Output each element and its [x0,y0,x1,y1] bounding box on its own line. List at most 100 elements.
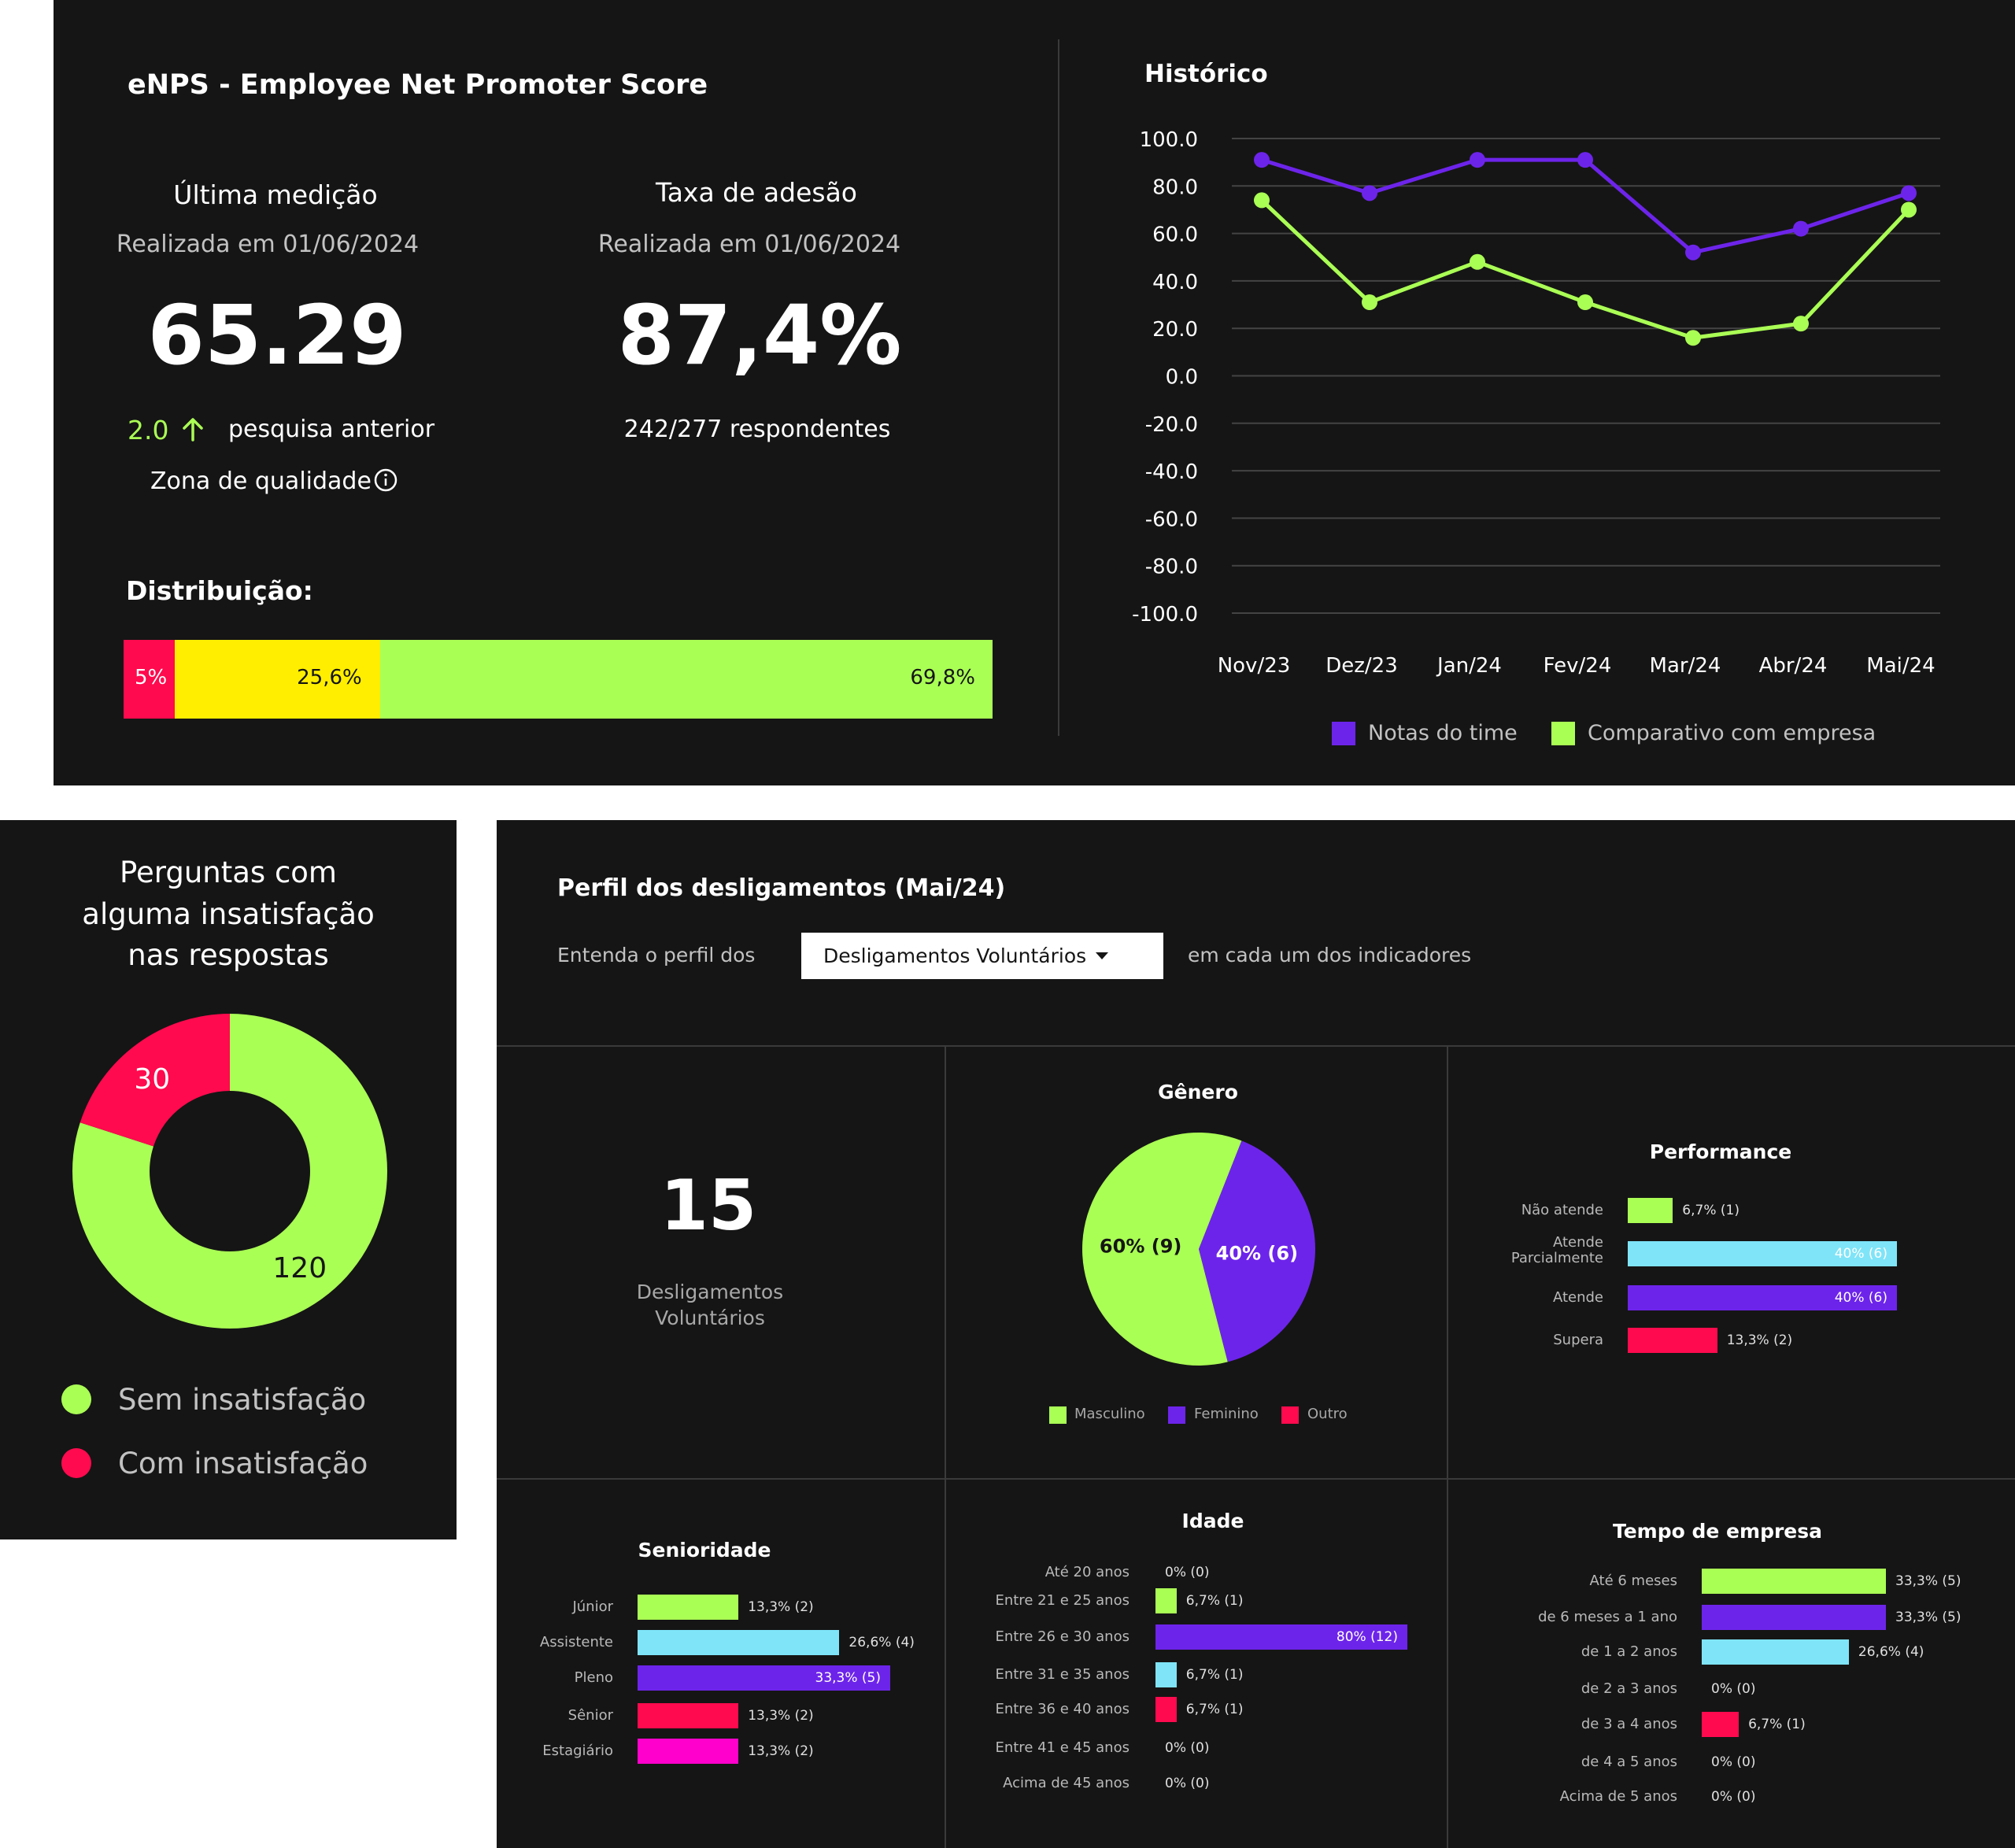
seniority-title: Senioridade [638,1539,771,1562]
bar-value-label: 26,6% (4) [849,1635,915,1650]
questions-title-line-3: nas respostas [128,938,329,972]
data-point[interactable] [1685,330,1701,346]
data-point[interactable] [1901,185,1917,201]
data-point[interactable] [1793,316,1809,332]
arrow-up-icon [179,415,206,443]
enps-score: 65.29 [147,287,407,383]
data-point[interactable] [1254,152,1270,168]
legend-label-other: Outro [1307,1406,1348,1422]
data-point[interactable] [1577,294,1593,311]
history-chart: 100.0 80.0 60.0 40.0 20.0 0.0 -20.0 -40.0 -60.0 -… [1132,128,1940,678]
bar-value-label: 6,7% (1) [1682,1203,1740,1218]
y-tick-label: 40.0 [1152,271,1198,294]
bar[interactable] [1155,1588,1177,1613]
x-tick-label: Dez/23 [1325,654,1398,678]
bar-value-label: 0% (0) [1711,1754,1756,1770]
bar[interactable] [638,1665,890,1691]
age-title: Idade [1181,1510,1244,1532]
grid-line-h1 [497,1045,2015,1047]
gender-title: Gênero [1158,1081,1238,1103]
tenure-title: Tempo de empresa [1612,1520,1823,1543]
bar[interactable] [1628,1198,1673,1223]
bar-category-label: Entre 21 e 25 anos [995,1592,1130,1609]
total-count: 15 [660,1165,757,1246]
bar[interactable] [1155,1662,1177,1687]
bar[interactable] [1702,1712,1740,1737]
y-tick-label: -40.0 [1145,460,1198,484]
series-line-company [1260,198,1910,340]
donut-slice[interactable] [79,1014,230,1147]
bar-category-label: Entre 31 e 35 anos [995,1666,1130,1683]
last-measurement-title: Última medição [173,179,378,210]
total-label-line-1: Desligamentos [636,1281,784,1303]
bar-category-label: Pleno [574,1669,613,1686]
adhesion-rate: 87,4% [617,287,902,383]
bar[interactable] [638,1595,739,1620]
bar-category-label: Não atende [1521,1202,1603,1218]
bar[interactable] [1702,1605,1886,1630]
bar-value-label: 0% (0) [1711,1681,1756,1697]
bar-value-label: 33,3% (5) [1895,1573,1961,1589]
bar-category-label: Até 20 anos [1044,1564,1130,1580]
bar-value-label: 0% (0) [1165,1565,1210,1580]
bar-category-label: de 1 a 2 anos [1581,1643,1677,1660]
data-point[interactable] [1362,185,1377,201]
series-line-team [1261,157,1910,255]
legend-label-with: Com insatisfação [118,1447,368,1480]
quality-zone: Zona de qualidade [150,468,372,495]
data-point[interactable] [1901,201,1917,218]
bar-value-label: 13,3% (2) [748,1599,814,1615]
bar[interactable] [1628,1241,1897,1266]
distribution-segment-passives: 25,6% [175,640,380,719]
donut-slice[interactable] [72,1014,387,1329]
x-tick-label: Mai/24 [1866,654,1935,678]
data-point[interactable] [1470,253,1485,270]
filter-dropdown[interactable]: Desligamentos Voluntários [801,933,1163,979]
bar-category-label: de 6 meses a 1 ano [1538,1609,1677,1625]
bar-category-label: Entre 41 e 45 anos [995,1739,1130,1756]
bar[interactable] [1155,1697,1177,1722]
data-point[interactable] [1685,244,1701,261]
performance-chart: Não atende 6,7% (1) Atende Parcialmente 40% … [1448,1165,2015,1369]
bar[interactable] [1155,1624,1407,1650]
grid-line-v2 [1447,1045,1448,1848]
pie-slice-masculino[interactable] [1082,1133,1242,1366]
bar-category-label: Acima de 5 anos [1559,1788,1677,1805]
distribution-segment-promoters: 69,8% [379,640,993,719]
adhesion-date: Realizada em 01/06/2024 [597,231,901,258]
bar-category-label: Assistente [539,1634,613,1650]
pie-value-label: 40% (6) [1216,1243,1298,1265]
legend-label-female: Feminino [1194,1406,1259,1422]
score-delta-label: pesquisa anterior [228,416,435,443]
data-point[interactable] [1470,152,1485,168]
bar[interactable] [1628,1328,1717,1353]
bar-category-label: de 4 a 5 anos [1581,1754,1677,1770]
bar[interactable] [1628,1285,1897,1310]
bar[interactable] [638,1739,739,1764]
adhesion-title: Taxa de adesão [656,177,857,208]
grid-line-v1 [945,1045,946,1848]
pie-slice-feminino[interactable] [1199,1140,1315,1362]
respondents: 242/277 respondentes [623,416,891,443]
last-measurement-date: Realizada em 01/06/2024 [116,231,420,258]
data-point[interactable] [1793,220,1809,237]
bar[interactable] [1702,1569,1886,1594]
bar-category-label: Atende [1552,1289,1603,1306]
legend-swatch-male [1049,1406,1067,1424]
legend-label-male: Masculino [1074,1406,1145,1422]
questions-title-line-2: alguma insatisfação [82,897,375,931]
filter-dropdown-value: Desligamentos Voluntários [823,944,1087,967]
bar-value-label: 80% (12) [1336,1629,1398,1645]
data-point[interactable] [1254,192,1270,209]
grid-line-h2 [497,1478,2015,1480]
bar[interactable] [638,1630,840,1655]
data-point[interactable] [1362,294,1377,311]
bar-category-label: Acima de 45 anos [1003,1775,1130,1791]
bar[interactable] [638,1703,739,1728]
bar[interactable] [1702,1639,1849,1665]
bar-value-label: 0% (0) [1165,1740,1210,1756]
bar-category-label: Entre 26 e 30 anos [995,1628,1130,1645]
info-icon[interactable] [373,468,398,493]
data-point[interactable] [1577,152,1593,168]
legend-swatch-company [1551,722,1575,745]
